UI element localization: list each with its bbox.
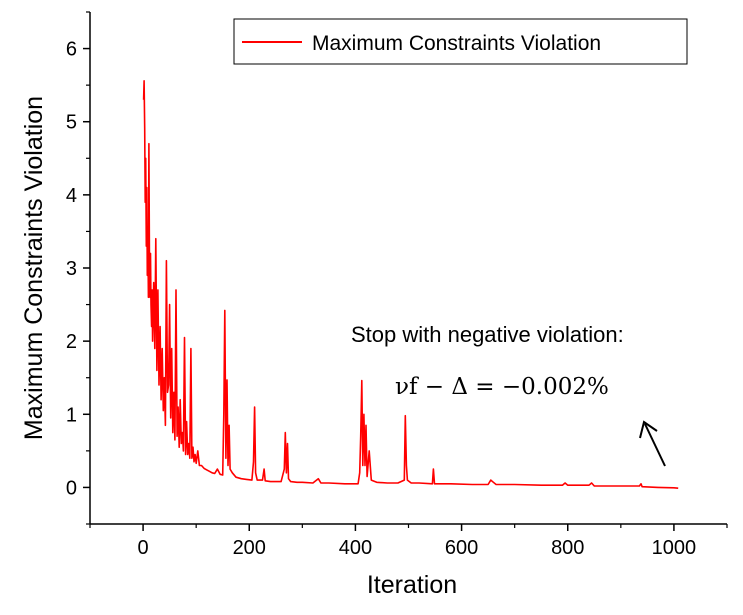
axis-ticks: 0 200 400 600 800 1000 0 1 2 3 4 5 6: [66, 11, 728, 559]
y-tick-label: 1: [66, 404, 77, 426]
x-tick-label: 400: [339, 537, 372, 559]
y-tick-label: 2: [66, 331, 77, 353]
x-axis-title: Iteration: [367, 571, 457, 599]
annotation-text: Stop with negative violation:: [351, 322, 624, 347]
x-tick-label: 200: [233, 537, 266, 559]
y-axis-title: Maximum Constraints Violation: [20, 96, 48, 440]
series-line: [142, 80, 679, 489]
y-tick-label: 5: [66, 112, 77, 134]
x-tick-label: 600: [445, 537, 478, 559]
y-tick-label: 4: [66, 185, 77, 207]
annotation-arrow: [639, 420, 666, 467]
annotation-formula: νf − Δ = −0.002%: [395, 374, 609, 400]
x-tick-label: 800: [551, 537, 584, 559]
plot-area: [142, 80, 679, 489]
y-tick-label: 0: [66, 477, 77, 499]
x-tick-label: 1000: [652, 537, 697, 559]
legend-box: [233, 18, 688, 65]
y-tick-label: 3: [66, 258, 77, 280]
x-tick-label: 0: [138, 537, 149, 559]
legend-label: Maximum Constraints Violation: [312, 32, 601, 55]
y-tick-label: 6: [66, 39, 77, 61]
legend: Maximum Constraints Violation: [233, 18, 688, 65]
